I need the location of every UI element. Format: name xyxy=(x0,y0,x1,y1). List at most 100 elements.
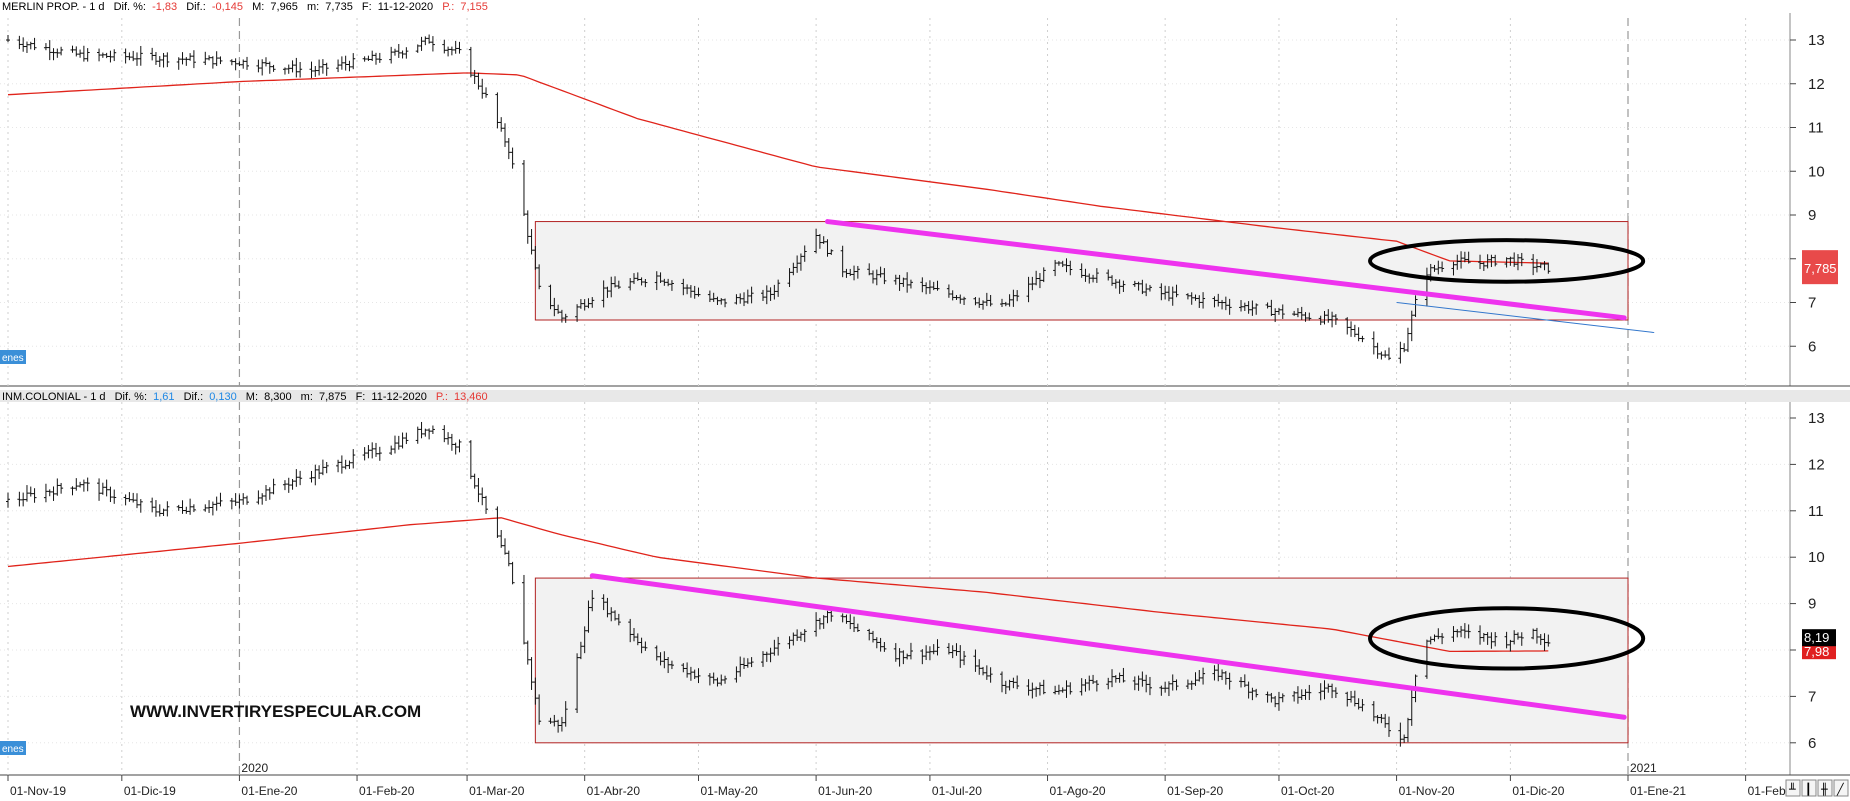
dif-pct-value: 1,61 xyxy=(153,391,174,403)
x-tick-label: 01-Dic-20 xyxy=(1512,784,1564,798)
candles-icon: ╫ xyxy=(1820,782,1828,796)
plot-bottom xyxy=(6,421,1646,747)
x-tick-label: 01-Ene-20 xyxy=(241,784,297,798)
svg-text:MERLIN PROP. - 1: MERLIN PROP. - 1 d Dif. %: -1,83 Dif.: -… xyxy=(2,1,488,13)
trendline xyxy=(589,573,1627,720)
min-label: m: xyxy=(307,1,319,13)
y-tick-label: 11 xyxy=(1808,503,1824,520)
dif-label: Dif.: xyxy=(184,391,204,403)
x-tick-label: 01-Nov-20 xyxy=(1399,784,1455,798)
x-tick-label: 01-Feb- xyxy=(1748,784,1790,798)
x-tick-label: 01-May-20 xyxy=(700,784,758,798)
min-label: m: xyxy=(301,391,313,403)
y-tick-label: 13 xyxy=(1808,32,1825,49)
p-label: P.: xyxy=(436,391,448,403)
x-tick-label: 01-Feb-20 xyxy=(359,784,415,798)
panel-bottom xyxy=(0,390,1850,776)
p-label: P.: xyxy=(442,1,454,13)
date-value: 11-12-2020 xyxy=(371,391,426,403)
y-tick-label: 6 xyxy=(1808,735,1816,752)
min-value: 7,735 xyxy=(325,1,353,13)
y-tick-label: 10 xyxy=(1808,549,1825,566)
x-tick-label: 01-Ago-20 xyxy=(1050,784,1106,798)
y-tick-label: 12 xyxy=(1808,456,1825,473)
y-tick-label: 10 xyxy=(1808,163,1825,180)
x-tick-label: 01-Jul-20 xyxy=(932,784,982,798)
max-value: 8,300 xyxy=(264,391,292,403)
x-tick-label: 01-Dic-19 xyxy=(124,784,176,798)
line-type-button[interactable] xyxy=(1833,779,1849,797)
side-tag-label: enes xyxy=(2,744,24,755)
y-tick-label: 9 xyxy=(1808,207,1816,224)
last-price-badge xyxy=(1802,250,1838,285)
bottom-header-bar xyxy=(0,390,1850,402)
max-label: M: xyxy=(246,391,258,403)
y-tick-label: 11 xyxy=(1808,120,1824,137)
header-bottom: INM.COLONIAL - 1 d Dif. %: 1,61 Dif.: 0,… xyxy=(2,391,488,403)
x-tick-label: 01-Jun-20 xyxy=(818,784,872,798)
dif-pct-value: -1,83 xyxy=(152,1,177,13)
watermark-text: WWW.INVERTIRYESPECULAR.COM xyxy=(130,702,421,721)
side-tag-bottom[interactable]: enes xyxy=(0,741,26,755)
side-tag-top[interactable]: enes xyxy=(0,350,26,364)
max-value: 7,965 xyxy=(270,1,298,13)
period-label: 1 d xyxy=(90,391,105,403)
second-price-label: 7,98 xyxy=(1804,644,1829,659)
x-tick-label: 01-Ene-21 xyxy=(1630,784,1686,798)
dif-label: Dif.: xyxy=(186,1,206,13)
header-top: MERLIN PROP. - 1 d Dif. %: -1,83 Dif.: -… xyxy=(2,1,488,13)
x-tick-label: 01-Sep-20 xyxy=(1167,784,1223,798)
support-line xyxy=(1396,302,1655,334)
highlight-ellipse xyxy=(1368,606,1646,671)
panel-top xyxy=(0,13,1850,387)
plot-top xyxy=(6,34,1655,364)
highlight-ellipse xyxy=(1368,238,1646,284)
sma-line xyxy=(7,517,1549,653)
last-price-badge xyxy=(1802,629,1836,647)
y-tick-label: 7 xyxy=(1808,295,1816,312)
candle-type-button[interactable] xyxy=(1817,779,1833,797)
p-value: 7,155 xyxy=(460,1,488,13)
side-tag-label: enes xyxy=(2,353,24,364)
year-marker: 2021 xyxy=(1630,761,1657,775)
x-tick-label: 01-Nov-19 xyxy=(10,784,66,798)
y-axis-top: 1312111098767,785 xyxy=(1790,32,1838,355)
grid-top xyxy=(0,18,1790,386)
last-price-label: 7,785 xyxy=(1804,261,1837,276)
trendline xyxy=(824,219,1627,321)
ticker-label: MERLIN PROP. xyxy=(2,1,79,13)
ohlc-icon: ╨ xyxy=(1788,782,1796,796)
second-price-badge xyxy=(1802,643,1836,660)
year-marker: 2020 xyxy=(241,761,268,775)
x-tick-label: 01-Mar-20 xyxy=(469,784,525,798)
y-axis-bottom: 1312111098767,988,19 xyxy=(1790,410,1836,752)
x-tick-label: 01-Oct-20 xyxy=(1281,784,1335,798)
max-label: M: xyxy=(252,1,264,13)
p-value: 13,460 xyxy=(454,391,488,403)
sma-line xyxy=(7,72,1549,264)
period-label: 1 d xyxy=(89,1,104,13)
chart-type-button[interactable] xyxy=(1785,779,1801,797)
y-tick-label: 12 xyxy=(1808,76,1825,93)
line-chart-icon: ╱ xyxy=(1836,782,1845,796)
bars-icon: ┃ xyxy=(1805,782,1812,796)
y-tick-label: 6 xyxy=(1808,338,1816,355)
toolbar-buttons: ╨ ┃ ╫ ╱ xyxy=(1785,779,1849,797)
dif-value: -0,145 xyxy=(212,1,243,13)
x-tick-label: 01-Abr-20 xyxy=(587,784,641,798)
price-bars xyxy=(6,421,1551,747)
last-price-label: 8,19 xyxy=(1804,630,1829,645)
price-bars xyxy=(6,34,1551,364)
dif-pct-label: Dif. %: xyxy=(114,1,146,13)
y-tick-label: 7 xyxy=(1808,688,1816,705)
range-box xyxy=(534,577,1629,744)
dif-value: 0,130 xyxy=(209,391,237,403)
date-label: F: xyxy=(362,1,372,13)
date-value: 11-12-2020 xyxy=(378,1,433,13)
min-value: 7,875 xyxy=(319,391,347,403)
y-tick-label: 13 xyxy=(1808,410,1825,427)
svg-text:INM.COLONIAL - 1: INM.COLONIAL - 1 d Dif. %: 1,61 Dif.: 0,… xyxy=(2,391,488,403)
x-axis: 01-Nov-19 01-Dic-19 01-Ene-20 01-Feb-20 01-M… xyxy=(7,761,1790,798)
bar-type-button[interactable] xyxy=(1801,779,1817,797)
ticker-label: INM.COLONIAL xyxy=(2,391,81,403)
